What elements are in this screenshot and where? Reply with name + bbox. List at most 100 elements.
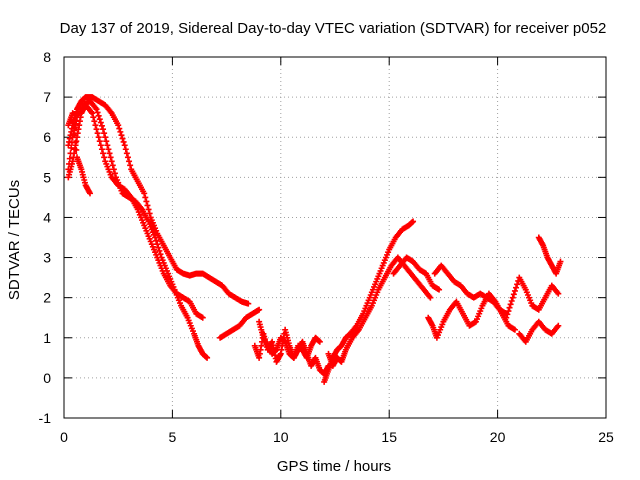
- data-point: [96, 138, 103, 145]
- data-point: [156, 247, 163, 254]
- data-point: [154, 241, 161, 248]
- data-point: [109, 162, 116, 169]
- data-point: [118, 132, 125, 139]
- data-point: [152, 234, 159, 241]
- data-point: [126, 158, 133, 165]
- data-point: [505, 308, 512, 315]
- y-tick-label: 4: [43, 209, 51, 225]
- data-point: [316, 338, 323, 345]
- x-tick-labels: 0 5 10 15 20 25: [60, 429, 614, 445]
- data-point: [107, 154, 114, 161]
- data-point: [146, 210, 153, 217]
- series-satellite-track-4: [65, 110, 94, 197]
- x-tick-label: 15: [381, 429, 397, 445]
- data-point: [144, 202, 151, 209]
- series-satellite-track-15: [516, 318, 562, 345]
- data-point: [127, 162, 134, 169]
- y-tick-label: 7: [43, 89, 51, 105]
- data-point: [93, 106, 100, 113]
- data-point: [510, 291, 517, 298]
- x-tick-label: 20: [490, 429, 506, 445]
- data-point: [70, 117, 77, 124]
- data-point: [142, 194, 149, 201]
- y-tick-label: -1: [39, 410, 52, 426]
- data-point: [145, 206, 152, 213]
- y-axis-title: SDTVAR / TECUs: [6, 180, 23, 300]
- data-point: [100, 126, 107, 133]
- data-point: [115, 122, 122, 129]
- data-point: [122, 146, 129, 153]
- x-tick-label: 5: [169, 429, 177, 445]
- data-point: [117, 128, 124, 135]
- data-point: [89, 110, 96, 117]
- data-point: [105, 146, 112, 153]
- data-point: [199, 314, 206, 321]
- data-point: [511, 326, 518, 333]
- series-satellite-track-12: [431, 262, 510, 317]
- data-point: [90, 114, 97, 121]
- data-point: [121, 142, 128, 149]
- data-point: [504, 311, 511, 318]
- data-point: [98, 122, 105, 129]
- data-point: [141, 190, 148, 197]
- data-point: [101, 154, 108, 161]
- data-point: [555, 322, 562, 329]
- data-point: [511, 287, 518, 294]
- data-point: [98, 146, 105, 153]
- y-tick-labels: -1 0 1 2 3 4 5 6 7 8: [39, 49, 52, 426]
- data-point: [123, 150, 130, 157]
- data-point: [427, 294, 434, 301]
- data-point: [256, 306, 263, 313]
- data-point: [143, 198, 150, 205]
- data-point: [106, 150, 113, 157]
- x-tick-label: 10: [273, 429, 289, 445]
- data-point: [92, 122, 99, 129]
- data-point: [509, 294, 516, 301]
- data-point: [100, 150, 107, 157]
- data-point: [69, 110, 76, 117]
- data-point: [72, 139, 79, 146]
- series-satellite-track-5: [217, 306, 263, 341]
- data-point: [108, 158, 115, 165]
- data-point: [410, 218, 417, 225]
- data-point: [71, 132, 78, 139]
- data-point: [94, 130, 101, 137]
- data-point: [95, 112, 102, 119]
- series-satellite-track-14: [535, 234, 564, 277]
- data-point: [94, 109, 101, 116]
- data-point: [96, 116, 103, 123]
- x-tick-label: 25: [598, 429, 614, 445]
- data-point: [503, 314, 510, 321]
- data-point: [87, 190, 94, 197]
- data-point: [507, 301, 514, 308]
- data-point: [513, 284, 520, 291]
- y-tick-label: 5: [43, 169, 51, 185]
- data-point: [508, 298, 515, 305]
- data-points: [65, 94, 564, 385]
- data-point: [73, 146, 80, 153]
- y-tick-label: 0: [43, 370, 51, 386]
- series-satellite-track-1: [65, 94, 252, 307]
- y-tick-label: 3: [43, 250, 51, 266]
- data-point: [116, 125, 123, 132]
- data-point: [91, 118, 98, 125]
- y-tick-label: 1: [43, 330, 51, 346]
- series-satellite-track-13: [503, 274, 562, 321]
- data-point: [104, 142, 111, 149]
- y-tick-label: 2: [43, 290, 51, 306]
- data-point: [120, 138, 127, 145]
- data-point: [101, 130, 108, 137]
- data-point: [124, 154, 131, 161]
- data-point: [102, 134, 109, 141]
- data-point: [110, 166, 117, 173]
- data-point: [97, 119, 104, 126]
- series-satellite-track-10: [390, 254, 443, 293]
- plot-frame: [63, 56, 607, 419]
- data-point: [555, 290, 562, 297]
- data-point: [153, 237, 160, 244]
- data-point: [93, 126, 100, 133]
- data-point: [103, 138, 110, 145]
- series-satellite-track-9: [325, 254, 434, 369]
- y-tick-label: 8: [43, 49, 51, 65]
